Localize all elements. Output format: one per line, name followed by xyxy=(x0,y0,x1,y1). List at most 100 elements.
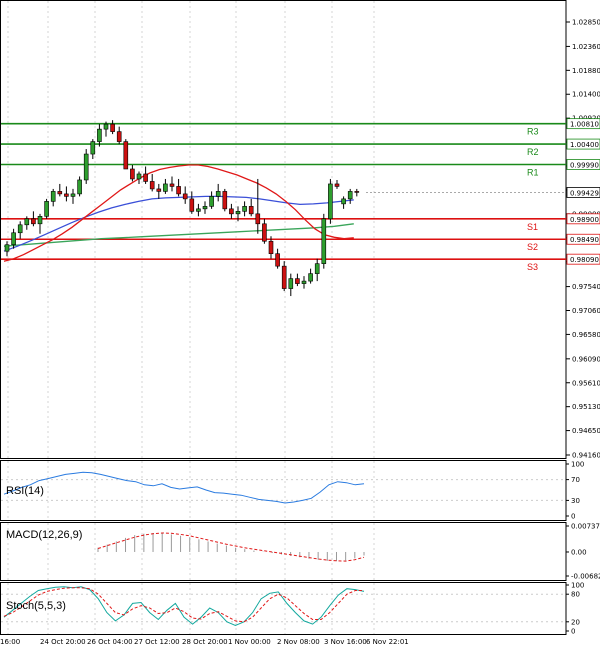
y-tick-label: 0.97540 xyxy=(572,283,600,291)
candle-bearish xyxy=(268,240,274,254)
candle-bullish xyxy=(83,153,89,181)
candle-bullish xyxy=(196,208,201,212)
y-tick-label: 0.97060 xyxy=(572,307,600,315)
x-tick-label: 2 Nov 08:00 xyxy=(277,638,320,646)
x-tick-label: 3 Nov 16:00 xyxy=(324,638,367,646)
level-value-box xyxy=(566,159,600,170)
stoch-d-line xyxy=(3,587,364,623)
y-tick-label: 1.01880 xyxy=(572,67,600,75)
candle-bullish xyxy=(50,191,56,202)
candle-bullish xyxy=(4,244,10,252)
candle-bearish xyxy=(123,141,129,170)
level-name-s1: S1 xyxy=(527,222,538,232)
moving-average-blue xyxy=(3,195,354,252)
candle-bearish xyxy=(295,278,300,284)
candle-bullish xyxy=(37,216,43,225)
panel-border xyxy=(0,0,567,459)
indicator-tick-label: 100 xyxy=(571,582,584,590)
candle-bearish xyxy=(275,253,280,267)
candle-bearish xyxy=(248,206,254,215)
candle-bullish xyxy=(90,141,96,155)
y-tick-label: 1.01400 xyxy=(572,91,600,99)
level-name-s2: S2 xyxy=(527,242,538,252)
indicator-tick-label: 20 xyxy=(571,618,580,626)
candle-bearish xyxy=(229,208,234,215)
candle-bullish xyxy=(301,280,307,284)
panel-border xyxy=(0,582,567,635)
candle-bullish xyxy=(328,183,333,220)
candle-bullish xyxy=(321,218,327,264)
candle-bullish xyxy=(202,206,208,210)
level-value-label: 0.98490 xyxy=(570,236,599,244)
candle-bullish xyxy=(77,179,82,195)
level-value-box xyxy=(566,118,600,130)
candle-bearish xyxy=(281,265,287,289)
candle-bearish xyxy=(149,181,155,190)
y-tick-label: 0.94160 xyxy=(572,452,600,460)
moving-average-red xyxy=(3,164,354,262)
candle-bullish xyxy=(347,191,353,200)
indicator-tick-label: 0 xyxy=(571,628,575,636)
level-value-box xyxy=(566,138,600,150)
candle-bullish xyxy=(70,193,76,197)
indicator-tick-label: 0.00 xyxy=(571,548,587,556)
y-tick-label: 0.95130 xyxy=(572,403,600,411)
candle-bullish xyxy=(44,201,49,217)
candle-bearish xyxy=(130,168,135,180)
level-name-r1: R1 xyxy=(527,168,539,178)
candle-bearish xyxy=(354,191,360,193)
level-name-r3: R3 xyxy=(527,127,539,137)
indicator-tick-label: 100 xyxy=(571,461,584,469)
candle-bearish xyxy=(189,198,195,212)
candle-bullish xyxy=(215,191,221,197)
candle-bullish xyxy=(17,224,23,234)
y-tick-label: 0.96090 xyxy=(572,355,600,363)
y-tick-label: 0.94650 xyxy=(572,427,600,435)
x-tick-label: 27 Oct 12:00 xyxy=(134,638,180,646)
y-tick-label: 1.02360 xyxy=(572,43,600,51)
current-price-label: 0.99429 xyxy=(570,189,599,197)
level-value-label: 0.99990 xyxy=(570,162,599,170)
indicator-tick-label: 0 xyxy=(571,513,575,521)
candle-bullish xyxy=(97,128,102,142)
indicator-tick-label: 0.007378 xyxy=(571,523,600,531)
x-tick-label: 1 Nov 00:00 xyxy=(228,638,271,646)
x-tick-label: 24 Oct 20:00 xyxy=(40,638,86,646)
indicator-tick-label: 70 xyxy=(571,476,580,484)
level-name-s3: S3 xyxy=(527,262,538,272)
y-tick-label: 1.02850 xyxy=(572,19,600,27)
panel-border xyxy=(0,460,567,521)
candle-bullish xyxy=(242,206,247,212)
level-value-label: 0.98900 xyxy=(570,216,599,224)
x-tick-label: 28 Oct 20:00 xyxy=(182,638,228,646)
y-tick-label: 0.96580 xyxy=(572,331,600,339)
rsi-line xyxy=(3,471,365,504)
candle-bearish xyxy=(222,191,228,210)
indicator-tick-label: 30 xyxy=(571,497,580,505)
candle-bearish xyxy=(176,186,181,195)
candle-bullish xyxy=(308,273,313,282)
candle-bullish xyxy=(314,263,320,274)
macd-signal-line xyxy=(97,532,365,562)
level-name-r2: R2 xyxy=(527,147,539,157)
candle-bullish xyxy=(24,218,30,226)
y-tick-label: 0.95610 xyxy=(572,379,600,387)
candle-bullish xyxy=(288,278,294,289)
candle-bullish xyxy=(136,173,142,180)
current-price-box xyxy=(566,187,600,198)
indicator-tick-label: -0.006821 xyxy=(571,573,600,581)
level-value-box xyxy=(566,253,600,265)
candle-bullish xyxy=(209,196,214,207)
candle-bearish xyxy=(156,188,162,192)
candle-bullish xyxy=(163,183,168,192)
level-value-label: 1.00810 xyxy=(570,121,599,129)
candle-bearish xyxy=(110,123,115,132)
macd-label: MACD(12,26,9) xyxy=(6,529,82,541)
candle-bearish xyxy=(182,193,188,200)
rsi-label: RSI(14) xyxy=(6,485,44,497)
level-value-box xyxy=(566,233,600,245)
indicator-tick-label: 80 xyxy=(571,591,580,599)
candle-bullish xyxy=(235,211,241,215)
candle-bullish xyxy=(341,198,346,205)
